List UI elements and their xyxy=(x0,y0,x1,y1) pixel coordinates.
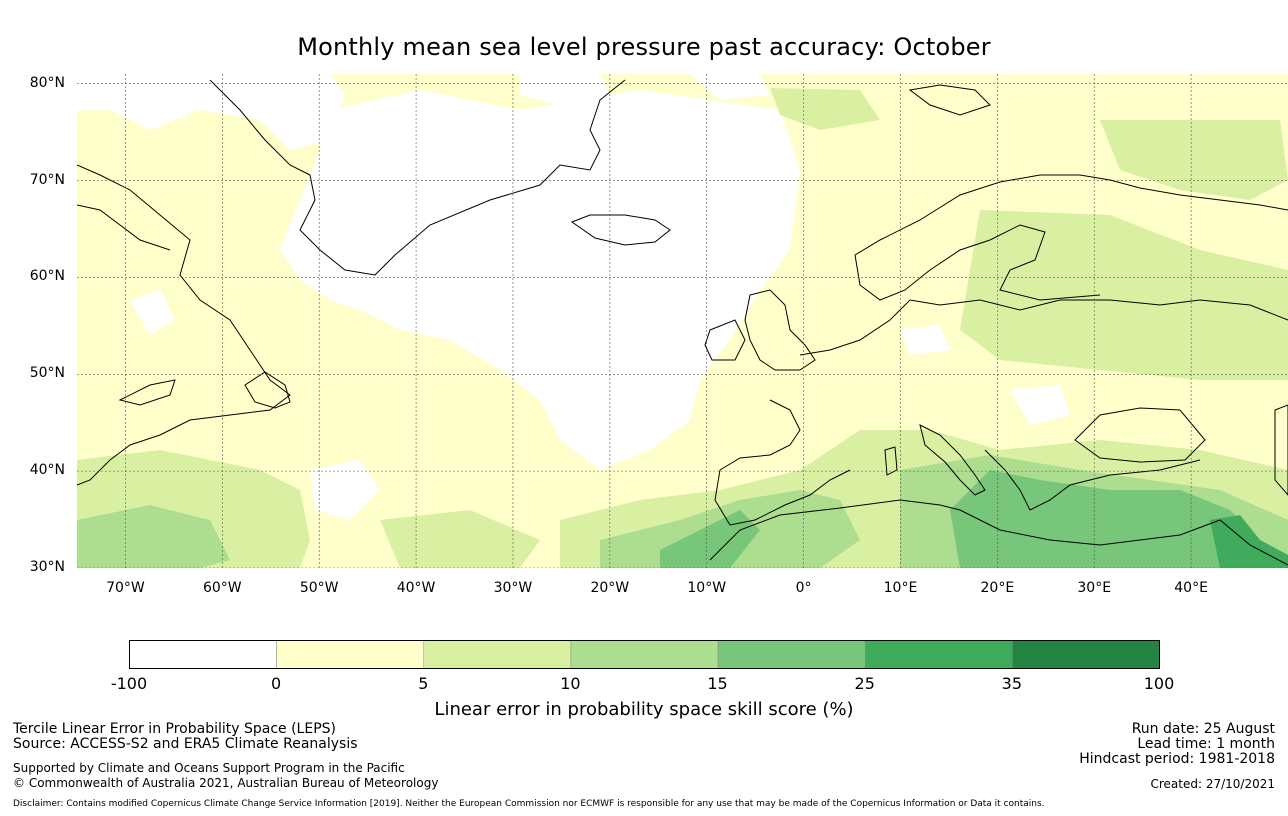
footer-lead-time: Lead time: 1 month xyxy=(1137,736,1275,752)
footer-run-date: Run date: 25 August xyxy=(1131,721,1275,737)
colorbar xyxy=(129,640,1160,669)
colorbar-tick-label: 25 xyxy=(854,674,875,693)
colorbar-tick-label: -100 xyxy=(110,674,148,693)
colorbar-tick-label: 35 xyxy=(1001,674,1023,693)
lon-tick-label: 10°W xyxy=(687,580,727,596)
lon-tick-label: 10°E xyxy=(883,580,918,596)
colorbar-segment xyxy=(1012,640,1160,669)
footer-right-block: Run date: 25 August Lead time: 1 month H… xyxy=(1079,722,1275,767)
lon-tick-label: 30°W xyxy=(493,580,533,596)
lat-tick-label: 40°N xyxy=(29,462,65,479)
footer-source: Source: ACCESS-S2 and ERA5 Climate Reana… xyxy=(13,736,358,752)
colorbar-segment xyxy=(129,640,277,669)
lat-tick-label: 60°N xyxy=(29,268,65,285)
lon-tick-label: 20°E xyxy=(980,580,1015,596)
lat-tick-label: 70°N xyxy=(29,171,65,188)
footer-left-block-2: Supported by Climate and Oceans Support … xyxy=(13,761,438,791)
lat-tick-label: 30°N xyxy=(29,559,65,575)
lon-tick-label: 50°W xyxy=(299,580,339,596)
lat-tick-label: 80°N xyxy=(29,74,65,91)
colorbar-segment xyxy=(276,640,425,669)
footer-left-block-1: Tercile Linear Error in Probability Spac… xyxy=(13,722,358,752)
lon-tick-label: 0° xyxy=(795,580,812,596)
footer-disclaimer: Disclaimer: Contains modified Copernicus… xyxy=(13,799,1045,809)
colorbar-tick-label: 15 xyxy=(707,674,728,693)
skill-map xyxy=(77,74,1288,568)
skill-field-negative xyxy=(77,74,1070,520)
colorbar-segment xyxy=(864,640,1013,669)
gridlines xyxy=(77,74,1288,568)
chart-title: Monthly mean sea level pressure past acc… xyxy=(297,33,991,61)
lon-tick-label: 70°W xyxy=(106,580,145,596)
footer-hindcast: Hindcast period: 1981-2018 xyxy=(1079,751,1275,767)
coastlines xyxy=(77,79,1288,566)
footer-created: Created: 27/10/2021 xyxy=(1150,777,1275,791)
colorbar-segment xyxy=(570,640,719,669)
colorbar-segment xyxy=(717,640,866,669)
lat-tick-label: 50°N xyxy=(29,365,65,382)
colorbar-segment xyxy=(423,640,572,669)
colorbar-tick-label: 0 xyxy=(271,674,282,693)
footer-method: Tercile Linear Error in Probability Spac… xyxy=(13,721,336,737)
footer-support: Supported by Climate and Oceans Support … xyxy=(13,761,405,775)
lon-tick-label: 20°W xyxy=(590,580,630,596)
footer-copyright: © Commonwealth of Australia 2021, Austra… xyxy=(13,776,439,790)
colorbar-title: Linear error in probability space skill … xyxy=(434,699,854,720)
lon-tick-label: 30°E xyxy=(1077,580,1112,596)
lon-tick-label: 40°W xyxy=(396,580,436,596)
colorbar-tick-label: 5 xyxy=(418,674,429,693)
colorbar-tick-label: 10 xyxy=(560,674,581,693)
colorbar-tick-label: 100 xyxy=(1143,674,1175,693)
lon-tick-label: 60°W xyxy=(202,580,242,596)
lon-tick-label: 40°E xyxy=(1174,580,1208,596)
colorbar-outline xyxy=(129,640,1160,669)
